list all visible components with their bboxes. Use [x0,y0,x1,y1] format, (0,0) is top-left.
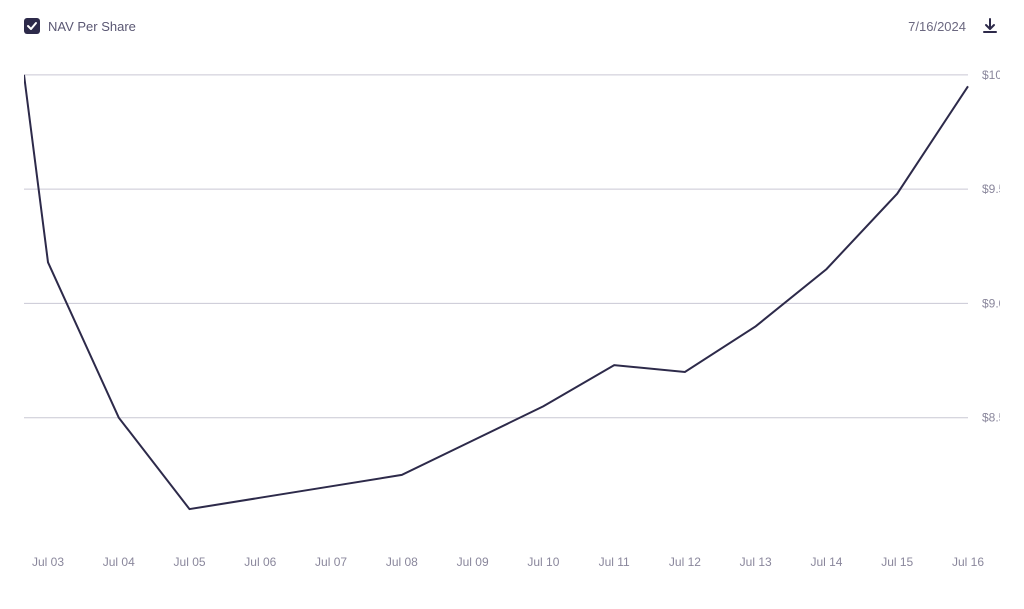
x-axis-label: Jul 15 [881,555,913,569]
x-axis-label: Jul 10 [527,555,559,569]
y-axis-label: $8.5 [982,411,1000,425]
chart-svg: $8.5 $9.0 $9.5 $10 Jul 03 Jul 04 Jul 05 Jul 06… [24,52,1000,572]
chart-plot-area: $8.5 $9.0 $9.5 $10 Jul 03 Jul 04 Jul 05 Jul 06… [24,52,1000,572]
y-axis-label: $9.0 [982,296,1000,310]
x-axis-label: Jul 07 [315,555,347,569]
x-axis-label: Jul 12 [669,555,701,569]
nav-line-series [24,75,968,509]
x-axis-label: Jul 06 [244,555,276,569]
header-right: 7/16/2024 [908,16,1000,36]
x-axis-label: Jul 05 [174,555,206,569]
chart-container: NAV Per Share 7/16/2024 $8.5 $9.0 $9.5 $10 … [0,0,1024,609]
y-axis-label: $9.5 [982,182,1000,196]
x-axis-label: Jul 13 [740,555,772,569]
x-axis-label: Jul 16 [952,555,984,569]
download-icon [981,17,999,35]
x-axis-label: Jul 11 [599,555,630,569]
grid-lines [24,75,968,418]
download-button[interactable] [980,16,1000,36]
y-axis-label: $10 [982,68,1000,82]
check-icon [26,20,38,32]
x-axis-label: Jul 09 [457,555,489,569]
x-axis-label: Jul 03 [32,555,64,569]
legend-checkbox[interactable] [24,18,40,34]
x-axis-label: Jul 14 [810,555,842,569]
x-axis-labels: Jul 03 Jul 04 Jul 05 Jul 06 Jul 07 Jul 08 Jul … [32,555,984,569]
legend: NAV Per Share [24,18,136,34]
y-axis-labels: $8.5 $9.0 $9.5 $10 [982,68,1000,425]
x-axis-label: Jul 08 [386,555,418,569]
date-label: 7/16/2024 [908,19,966,34]
x-axis-label: Jul 04 [103,555,135,569]
chart-header: NAV Per Share 7/16/2024 [24,12,1000,40]
legend-label: NAV Per Share [48,19,136,34]
